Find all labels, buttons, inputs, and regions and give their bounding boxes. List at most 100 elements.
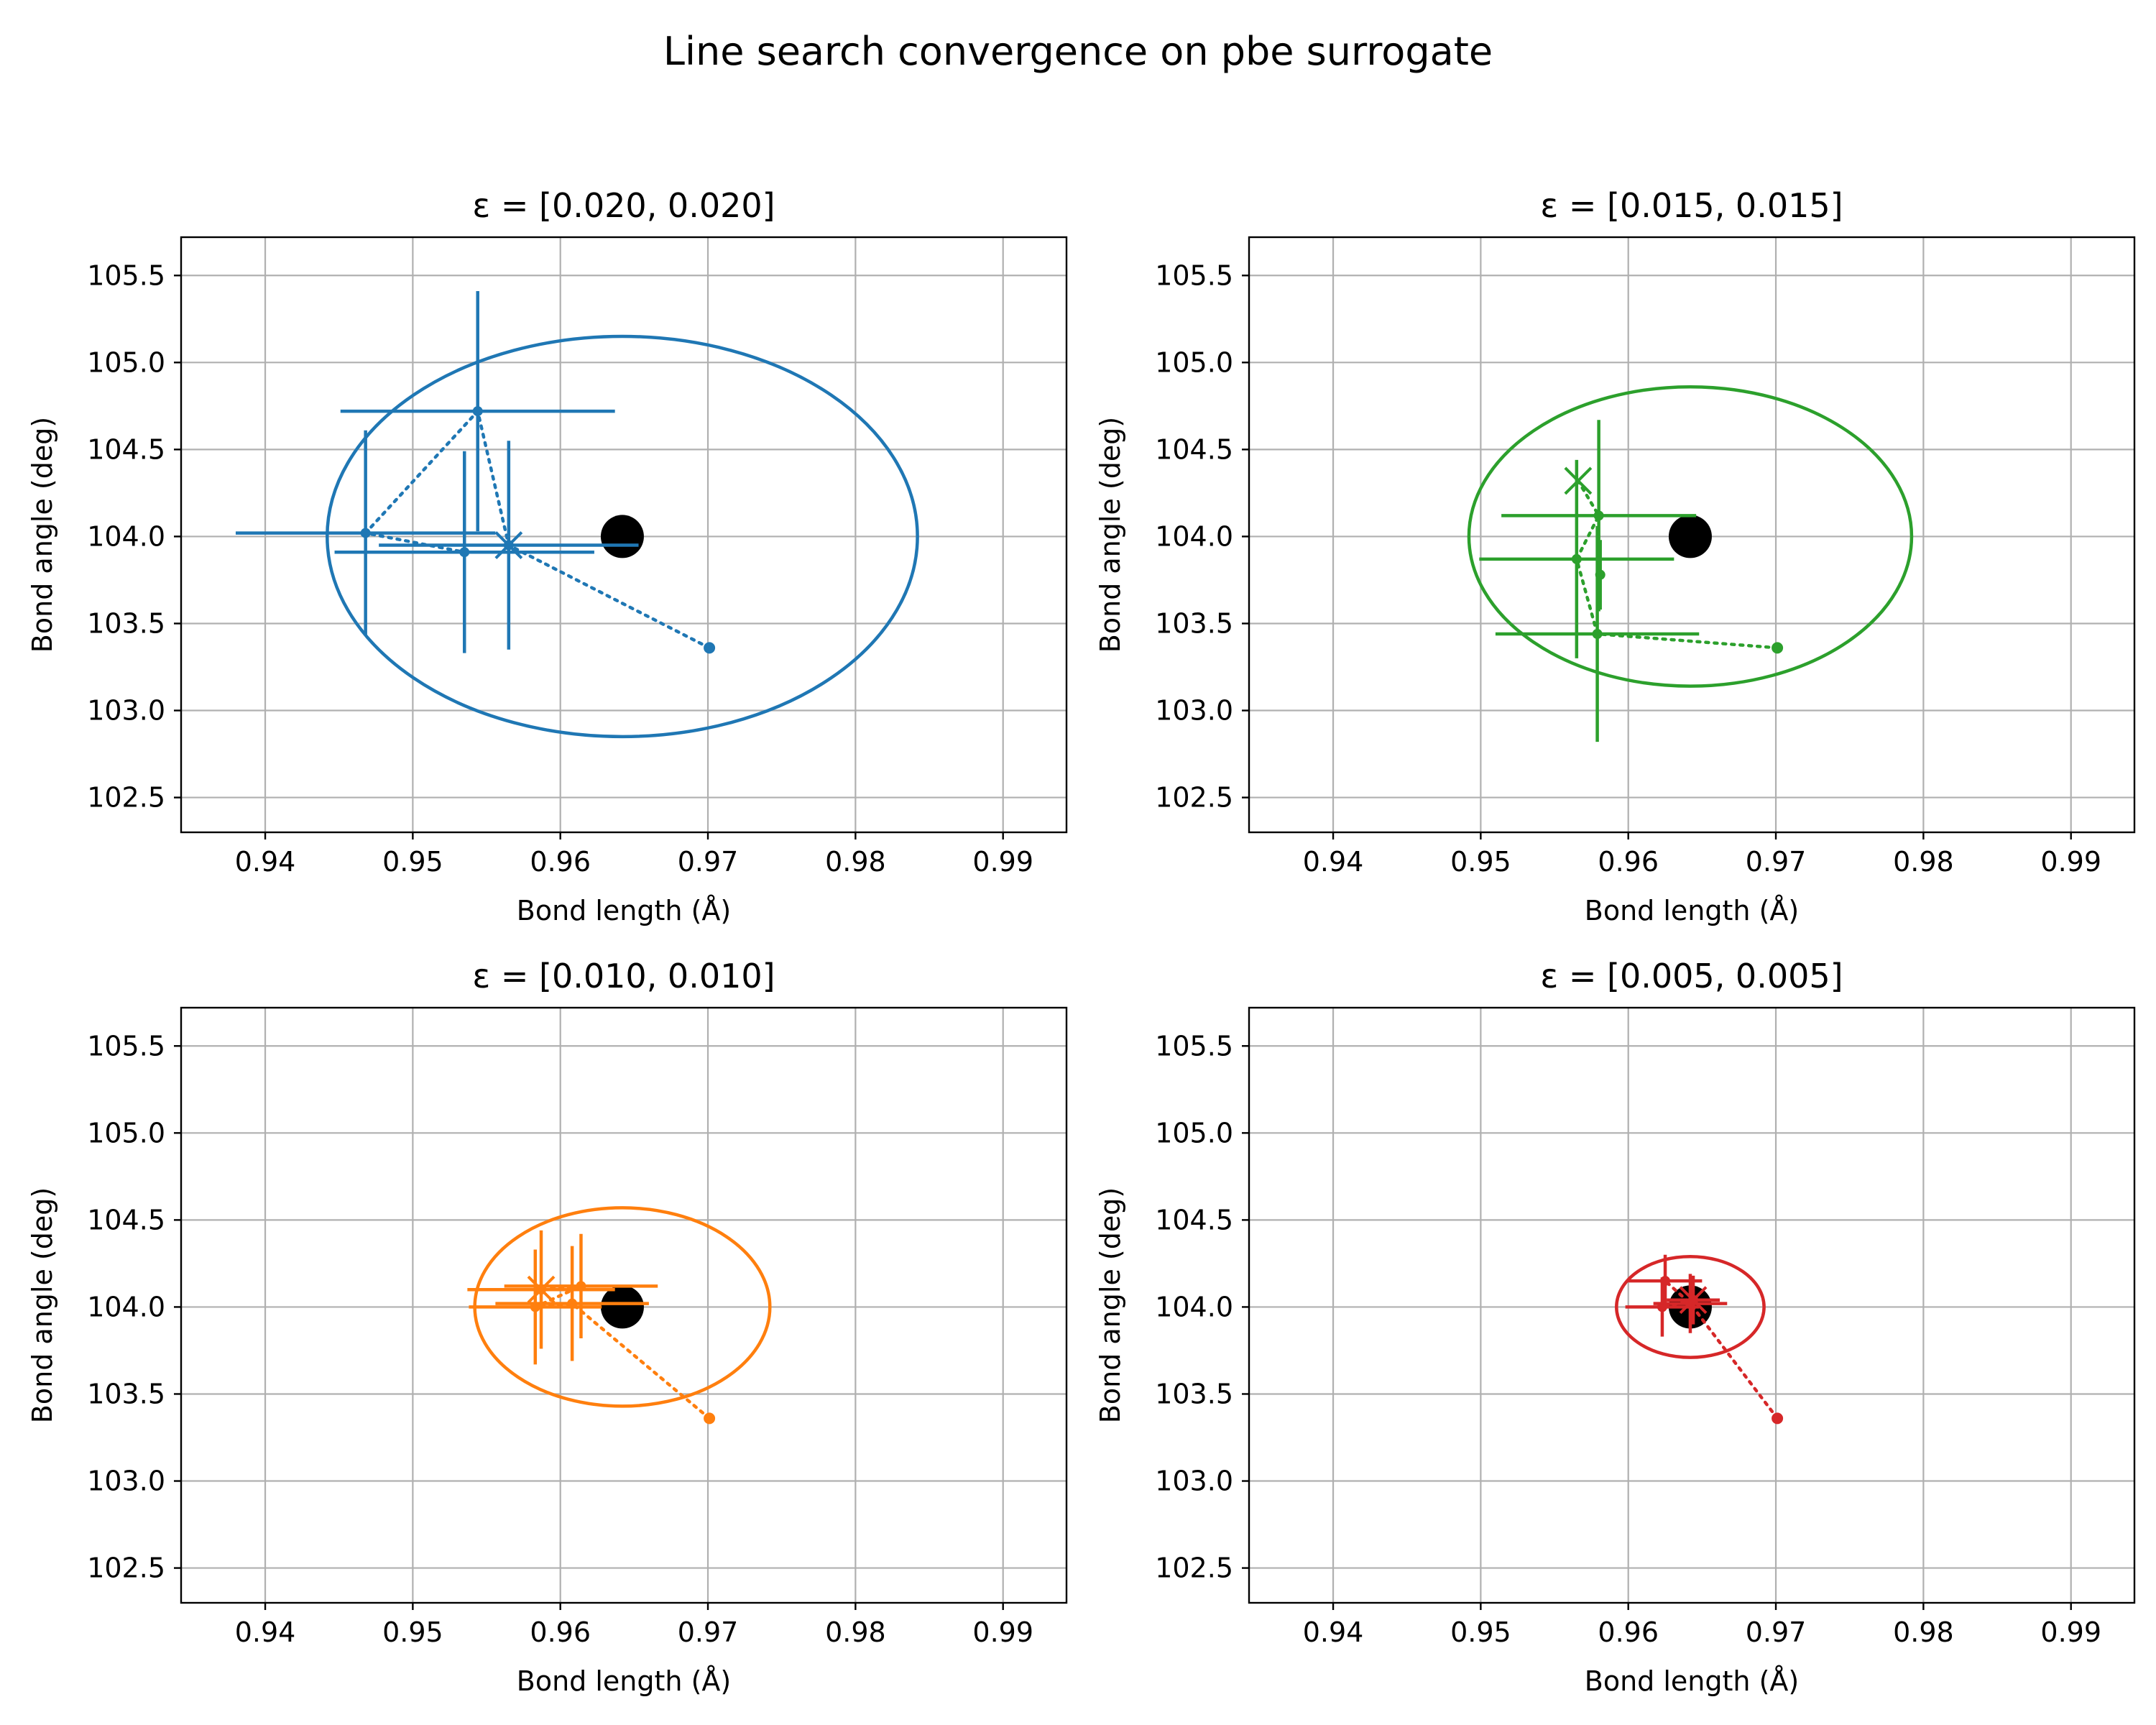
y-tick-label: 104.0 (87, 520, 165, 552)
point-marker (472, 406, 483, 417)
x-tick-label: 0.97 (678, 1616, 739, 1648)
x-axis-label: Bond length (Å) (1585, 895, 1799, 926)
chart-panel-4: 0.94 0.95 0.96 0.97 0.98 0.99 102.5 103.0 103.5 1… (1095, 957, 2136, 1697)
x-tick-label: 0.94 (235, 1616, 296, 1648)
y-tick-label: 105.5 (1155, 259, 1233, 291)
point-marker (459, 547, 470, 558)
data-point-1 (340, 291, 615, 532)
x-tick-label: 0.99 (2040, 1616, 2101, 1648)
y-axis-label: Bond angle (deg) (27, 1187, 58, 1423)
y-tick-label: 105.5 (87, 1030, 165, 1062)
y-tick-label: 102.5 (1155, 1552, 1233, 1584)
panel-title: ε = [0.020, 0.020] (472, 186, 775, 225)
y-tick-label: 102.5 (1155, 782, 1233, 814)
y-axis-label: Bond angle (deg) (1095, 417, 1126, 653)
x-axis-label: Bond length (Å) (517, 895, 731, 926)
data-point-3 (334, 451, 594, 653)
point-marker (1592, 629, 1603, 639)
x-tick-label: 0.98 (1893, 1616, 1954, 1648)
y-tick-label: 104.0 (1155, 520, 1233, 552)
y-tick-label: 103.5 (1155, 607, 1233, 639)
y-tick-label: 104.5 (87, 1204, 165, 1236)
start-marker (704, 642, 716, 654)
x-axis-label: Bond length (Å) (1585, 1665, 1799, 1697)
chart-panel-2: 0.94 0.95 0.96 0.97 0.98 0.99 102.5 103.0 103.5 1… (1095, 186, 2136, 926)
data-point-4 (1595, 540, 1606, 610)
y-tick-label: 105.5 (1155, 1030, 1233, 1062)
x-tick-label: 0.98 (1893, 846, 1954, 878)
x-tick-label: 0.94 (235, 846, 296, 878)
x-tick-label: 0.99 (972, 846, 1033, 878)
final-marker (494, 531, 523, 559)
x-tick-label: 0.95 (1450, 1616, 1511, 1648)
start-marker (1772, 642, 1784, 654)
panel-title: ε = [0.010, 0.010] (472, 957, 775, 995)
chart-panel-1: 0.94 0.95 0.96 0.97 0.98 0.99 102.5 103.0 103.5 1… (27, 186, 1068, 926)
y-tick-label: 104.5 (1155, 433, 1233, 465)
plot-area (467, 1206, 772, 1425)
y-tick-label: 105.5 (87, 259, 165, 291)
point-marker (1593, 510, 1604, 521)
figure-title: Line search convergence on pbe surrogate (663, 29, 1493, 74)
x-tick-label: 0.95 (1450, 846, 1511, 878)
data-point-2 (235, 430, 496, 636)
target-marker (600, 1285, 644, 1329)
y-tick-label: 103.0 (1155, 1466, 1233, 1497)
y-tick-label: 104.0 (87, 1291, 165, 1322)
grid-lines (1249, 1008, 2134, 1603)
panel-title: ε = [0.005, 0.005] (1540, 957, 1843, 995)
plot-area (1467, 385, 1914, 742)
y-tick-label: 103.0 (87, 1466, 165, 1497)
y-tick-label: 105.0 (87, 1117, 165, 1149)
x-tick-label: 0.96 (1598, 846, 1659, 878)
axes-frame (1248, 1006, 2136, 1604)
x-tick-label: 0.99 (972, 1616, 1033, 1648)
x-tick-label: 0.99 (2040, 846, 2101, 878)
x-tick-label: 0.96 (1598, 1616, 1659, 1648)
y-tick-label: 103.0 (87, 695, 165, 727)
y-tick-label: 105.0 (1155, 346, 1233, 378)
start-marker (704, 1412, 716, 1425)
x-tick-label: 0.97 (1746, 1616, 1807, 1648)
axes-frame (180, 1006, 1068, 1604)
y-tick-label: 104.0 (1155, 1291, 1233, 1322)
x-axis-label: Bond length (Å) (517, 1665, 731, 1697)
plot-area (1615, 1254, 1784, 1425)
chart-panel-3: 0.94 0.95 0.96 0.97 0.98 0.99 102.5 103.0 103.5 1… (27, 957, 1068, 1697)
y-tick-label: 103.5 (87, 607, 165, 639)
point-marker (1571, 553, 1582, 564)
y-axis-label: Bond angle (deg) (27, 417, 58, 653)
y-tick-label: 104.5 (1155, 1204, 1233, 1236)
target-marker (1668, 515, 1712, 558)
target-marker (600, 515, 644, 558)
start-marker (1772, 1412, 1784, 1425)
x-tick-label: 0.96 (530, 846, 591, 878)
y-tick-label: 103.5 (87, 1378, 165, 1409)
y-tick-label: 102.5 (87, 1552, 165, 1584)
grid-lines (1249, 237, 2134, 832)
point-marker (530, 1302, 540, 1312)
data-point-2 (1479, 459, 1674, 658)
y-tick-label: 105.0 (1155, 1117, 1233, 1149)
x-tick-label: 0.97 (1746, 846, 1807, 878)
panel-title: ε = [0.015, 0.015] (1540, 186, 1843, 225)
x-tick-label: 0.94 (1303, 1616, 1364, 1648)
grid-lines (181, 1008, 1067, 1603)
tolerance-ellipse (1467, 385, 1914, 688)
y-tick-label: 103.0 (1155, 695, 1233, 727)
final-marker (1679, 1286, 1708, 1315)
x-tick-label: 0.95 (382, 1616, 443, 1648)
tolerance-ellipse (326, 334, 919, 739)
axes-frame (180, 236, 1068, 834)
final-marker (527, 1275, 556, 1304)
x-tick-label: 0.95 (382, 846, 443, 878)
x-tick-label: 0.96 (530, 1616, 591, 1648)
y-tick-label: 105.0 (87, 346, 165, 378)
axes-frame (1248, 236, 2136, 834)
x-tick-label: 0.98 (825, 1616, 886, 1648)
y-tick-label: 104.5 (87, 433, 165, 465)
y-tick-label: 103.5 (1155, 1378, 1233, 1409)
point-marker (360, 528, 371, 538)
final-marker (1564, 466, 1593, 495)
